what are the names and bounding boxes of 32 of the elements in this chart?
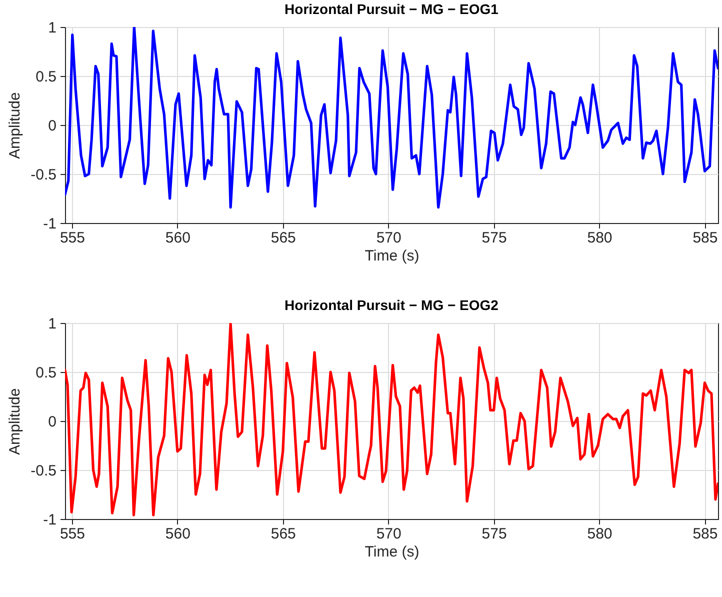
x-tick-label: 560 bbox=[165, 526, 190, 542]
x-tick-label: 585 bbox=[692, 230, 718, 246]
x-tick-label: 555 bbox=[60, 526, 85, 542]
chart-title: Horizontal Pursuit − MG − EOG2 bbox=[284, 297, 499, 313]
y-tick-label: -1 bbox=[43, 512, 56, 528]
x-axis-title: Time (s) bbox=[364, 544, 420, 560]
y-tick-label: -0.5 bbox=[30, 166, 56, 184]
x-axis-title: Time (s) bbox=[364, 248, 420, 264]
x-tick-label: 565 bbox=[270, 526, 296, 542]
y-tick-label: 0 bbox=[48, 414, 56, 430]
line-series bbox=[65, 27, 718, 209]
y-tick-label: -0.5 bbox=[30, 462, 56, 480]
x-tick-label: 560 bbox=[165, 230, 190, 246]
y-tick-label: -1 bbox=[43, 216, 56, 232]
y-tick-label: 0 bbox=[48, 118, 56, 134]
x-tick-label: 580 bbox=[587, 230, 612, 246]
x-tick-label: 585 bbox=[692, 526, 718, 542]
y-tick-label: 0.5 bbox=[36, 68, 56, 86]
y-tick-label: 1 bbox=[48, 316, 56, 332]
x-tick-label: 575 bbox=[482, 526, 507, 542]
line-series bbox=[65, 323, 718, 516]
chart-title: Horizontal Pursuit − MG − EOG1 bbox=[284, 1, 499, 17]
x-tick-label: 580 bbox=[587, 526, 612, 542]
x-tick-label: 565 bbox=[270, 230, 296, 246]
y-axis-title: Amplitude bbox=[6, 92, 24, 159]
y-tick-label: 0.5 bbox=[36, 364, 56, 382]
y-tick-label: 1 bbox=[48, 20, 56, 36]
x-tick-label: 575 bbox=[482, 230, 507, 246]
x-tick-label: 570 bbox=[376, 230, 402, 246]
y-axis-title: Amplitude bbox=[6, 388, 24, 455]
x-tick-label: 555 bbox=[60, 230, 85, 246]
x-tick-label: 570 bbox=[376, 526, 402, 542]
